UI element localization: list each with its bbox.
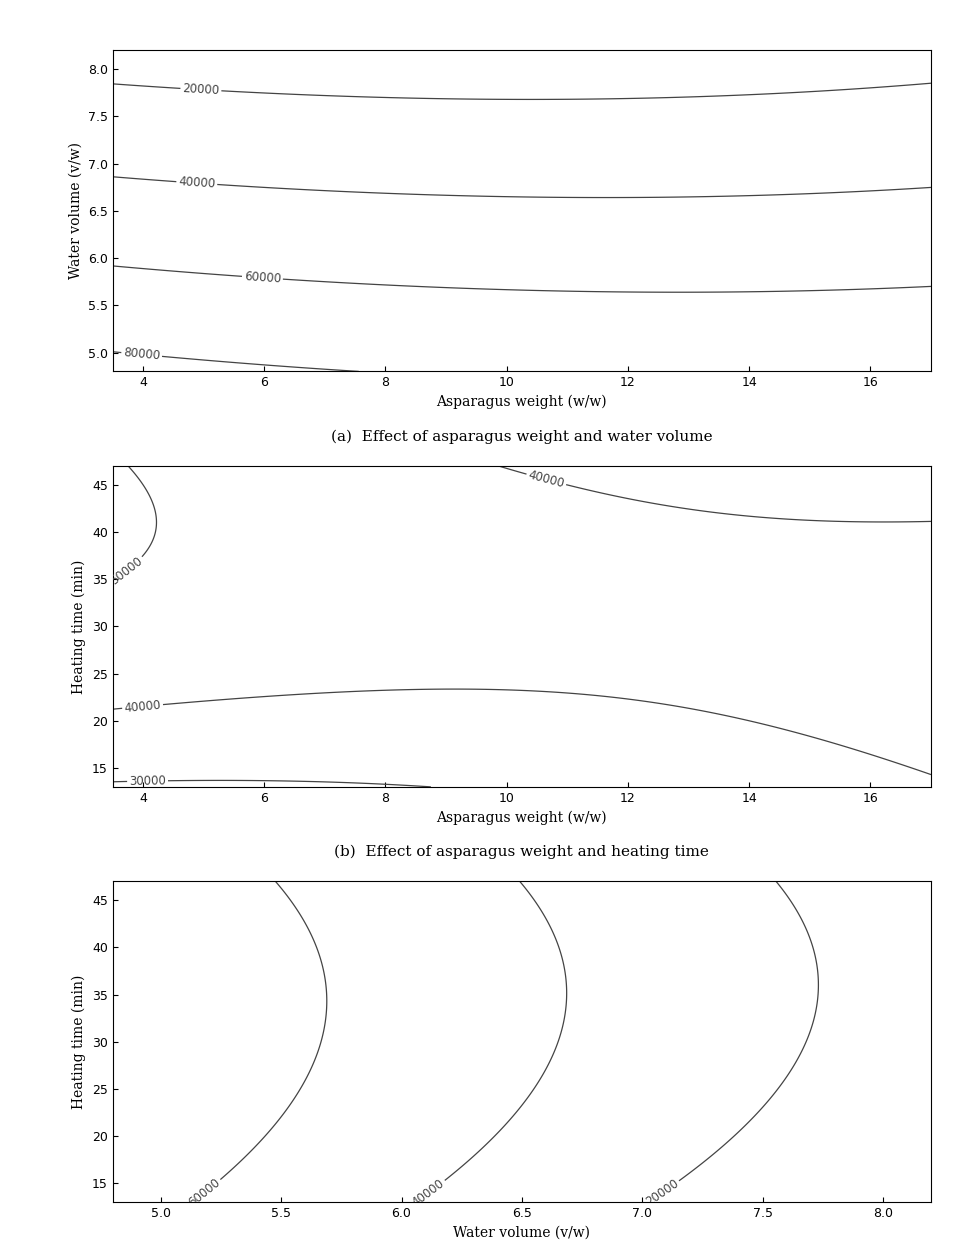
Text: 40000: 40000	[526, 468, 565, 491]
Text: 20000: 20000	[643, 1177, 681, 1209]
X-axis label: Asparagus weight (w/w): Asparagus weight (w/w)	[436, 811, 608, 825]
Text: 20000: 20000	[182, 82, 220, 97]
Text: 60000: 60000	[186, 1176, 223, 1210]
X-axis label: Asparagus weight (w/w): Asparagus weight (w/w)	[436, 395, 608, 409]
Y-axis label: Heating time (min): Heating time (min)	[72, 974, 86, 1109]
Text: (a)  Effect of asparagus weight and water volume: (a) Effect of asparagus weight and water…	[331, 429, 712, 443]
Text: 30000: 30000	[129, 774, 167, 788]
Text: 40000: 40000	[178, 175, 216, 191]
Text: (b)  Effect of asparagus weight and heating time: (b) Effect of asparagus weight and heati…	[334, 845, 710, 859]
Text: 50000: 50000	[108, 554, 145, 587]
Text: 60000: 60000	[243, 269, 281, 286]
Y-axis label: Heating time (min): Heating time (min)	[72, 559, 86, 694]
Y-axis label: Water volume (v/w): Water volume (v/w)	[69, 142, 82, 279]
Text: 40000: 40000	[123, 699, 162, 715]
Text: 80000: 80000	[122, 346, 161, 363]
Text: 40000: 40000	[410, 1177, 447, 1209]
X-axis label: Water volume (v/w): Water volume (v/w)	[454, 1226, 590, 1240]
